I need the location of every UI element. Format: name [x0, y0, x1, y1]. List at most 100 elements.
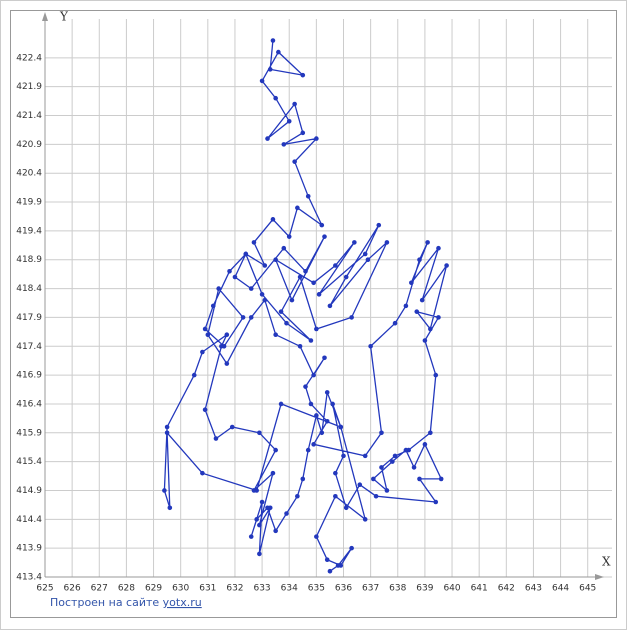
data-point — [422, 442, 428, 447]
x-tick-label: 642 — [498, 584, 515, 594]
data-point — [278, 309, 284, 314]
data-point — [286, 118, 292, 124]
data-point — [379, 430, 384, 436]
data-point — [324, 418, 330, 424]
data-point — [433, 372, 439, 378]
data-point — [300, 130, 306, 136]
data-point — [257, 430, 262, 436]
data-point — [248, 534, 254, 539]
data-point — [259, 499, 265, 505]
y-tick-label: 422.4 — [16, 53, 42, 63]
data-point — [433, 499, 439, 505]
data-point — [338, 424, 344, 430]
x-tick-label: 632 — [226, 584, 243, 594]
data-point — [259, 292, 265, 297]
data-point — [335, 563, 341, 568]
data-point — [295, 205, 300, 211]
data-point — [352, 240, 357, 245]
data-point — [422, 338, 428, 343]
x-tick-label: 641 — [471, 584, 488, 594]
data-point — [270, 217, 276, 222]
data-point — [262, 263, 268, 268]
data-point — [270, 38, 276, 43]
data-point — [305, 193, 311, 199]
data-point — [341, 453, 346, 459]
data-point — [243, 251, 249, 257]
data-point — [390, 459, 395, 464]
data-point — [254, 517, 259, 522]
x-tick-label: 645 — [579, 584, 596, 594]
data-point — [324, 390, 330, 395]
data-point — [267, 505, 273, 511]
footer-text: Построен на сайте — [50, 596, 159, 609]
x-tick-label: 635 — [308, 584, 325, 594]
data-point — [308, 338, 314, 343]
data-point — [273, 447, 278, 453]
data-point — [444, 263, 449, 268]
y-tick-label: 421.9 — [16, 82, 42, 92]
data-point — [205, 332, 211, 338]
data-point — [286, 234, 292, 239]
data-point — [284, 511, 289, 516]
data-point — [438, 476, 444, 482]
y-axis-label: Y — [59, 10, 69, 24]
data-point — [311, 280, 316, 286]
x-tick-label: 643 — [525, 584, 542, 594]
data-point — [362, 517, 368, 522]
y-tick-label: 417.9 — [16, 313, 42, 323]
data-point — [419, 297, 425, 303]
x-tick-label: 629 — [145, 584, 162, 594]
y-tick-label: 414.9 — [16, 486, 42, 496]
data-point — [273, 257, 278, 263]
data-point — [213, 436, 219, 441]
data-point — [368, 343, 373, 349]
data-line — [163, 40, 448, 572]
data-point — [278, 401, 284, 407]
data-point — [300, 476, 306, 482]
data-point — [371, 476, 376, 482]
data-point — [295, 493, 300, 499]
data-point — [362, 251, 368, 257]
data-point — [210, 303, 216, 309]
data-point — [333, 263, 338, 268]
data-point — [311, 442, 316, 447]
data-point — [417, 257, 422, 263]
data-point — [281, 142, 287, 147]
y-tick-label: 416.4 — [16, 399, 42, 409]
y-tick-label: 419.9 — [16, 198, 42, 208]
x-tick-label: 638 — [389, 584, 406, 594]
data-point — [314, 326, 319, 332]
x-tick-label: 627 — [91, 584, 108, 594]
x-tick-label: 634 — [281, 584, 298, 594]
data-point — [409, 280, 414, 286]
y-arrow — [42, 12, 48, 21]
data-point — [343, 505, 349, 511]
data-point — [436, 245, 441, 251]
data-point — [273, 95, 278, 101]
x-tick-label: 628 — [118, 584, 135, 594]
data-point — [202, 407, 208, 413]
data-point — [191, 372, 197, 378]
y-tick-label: 419.4 — [16, 226, 42, 236]
data-point — [164, 430, 170, 436]
data-point — [262, 297, 268, 303]
data-point — [330, 401, 335, 407]
data-point — [248, 315, 254, 320]
data-point — [303, 268, 308, 274]
footer-link[interactable]: yotx.ru — [163, 596, 202, 609]
chart-frame — [10, 10, 617, 618]
data-point — [417, 476, 422, 482]
data-point — [259, 78, 265, 84]
data-point — [373, 493, 379, 499]
data-point — [403, 447, 409, 453]
data-point — [219, 343, 224, 349]
y-tick-label: 417.4 — [16, 342, 42, 352]
data-point — [257, 551, 262, 557]
data-point — [311, 372, 316, 378]
data-point — [305, 447, 311, 453]
y-tick-label: 415.9 — [16, 428, 42, 438]
data-point — [281, 245, 287, 251]
data-point — [292, 101, 297, 107]
data-point — [428, 430, 433, 436]
